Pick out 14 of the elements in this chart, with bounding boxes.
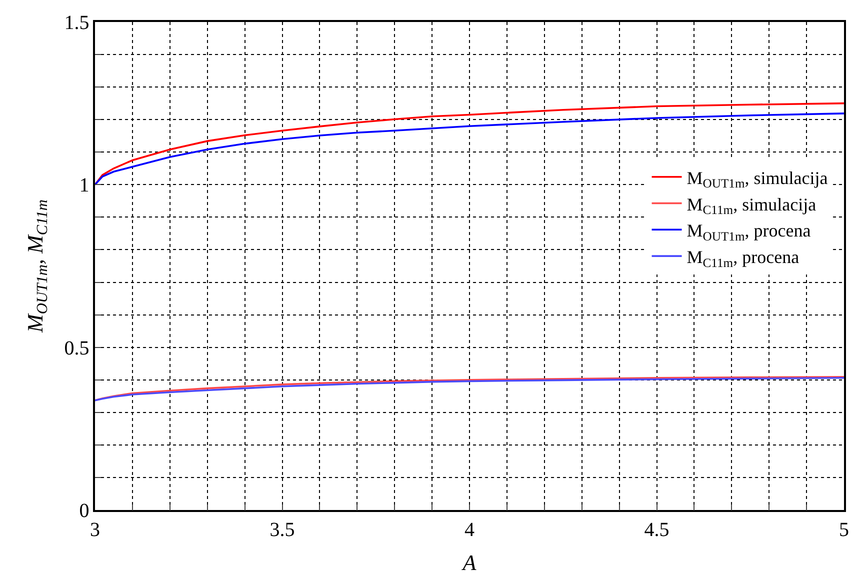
- y-tick-label: 1: [79, 174, 90, 197]
- legend-label: M$_{OUT1m}$, procena: [686, 220, 811, 244]
- x-tick-label: 5: [839, 518, 849, 541]
- legend-label: M$_{C11m}$, simulacija: [686, 194, 816, 218]
- x-tick-label: 3.5: [270, 518, 295, 541]
- y-tick-label: 0.5: [64, 337, 90, 360]
- y-tick-label: 1.5: [64, 12, 90, 34]
- x-axis-title: A: [460, 550, 477, 576]
- x-tick-label: 4.5: [644, 518, 670, 541]
- y-tick-label: 0: [79, 500, 90, 522]
- x-tick-label: 4: [464, 518, 474, 541]
- legend-label: M$_{C11m}$, procena: [686, 247, 800, 270]
- x-tick-label: 3: [90, 518, 100, 541]
- legend-label: M$_{OUT1m}$, simulacija: [686, 168, 828, 191]
